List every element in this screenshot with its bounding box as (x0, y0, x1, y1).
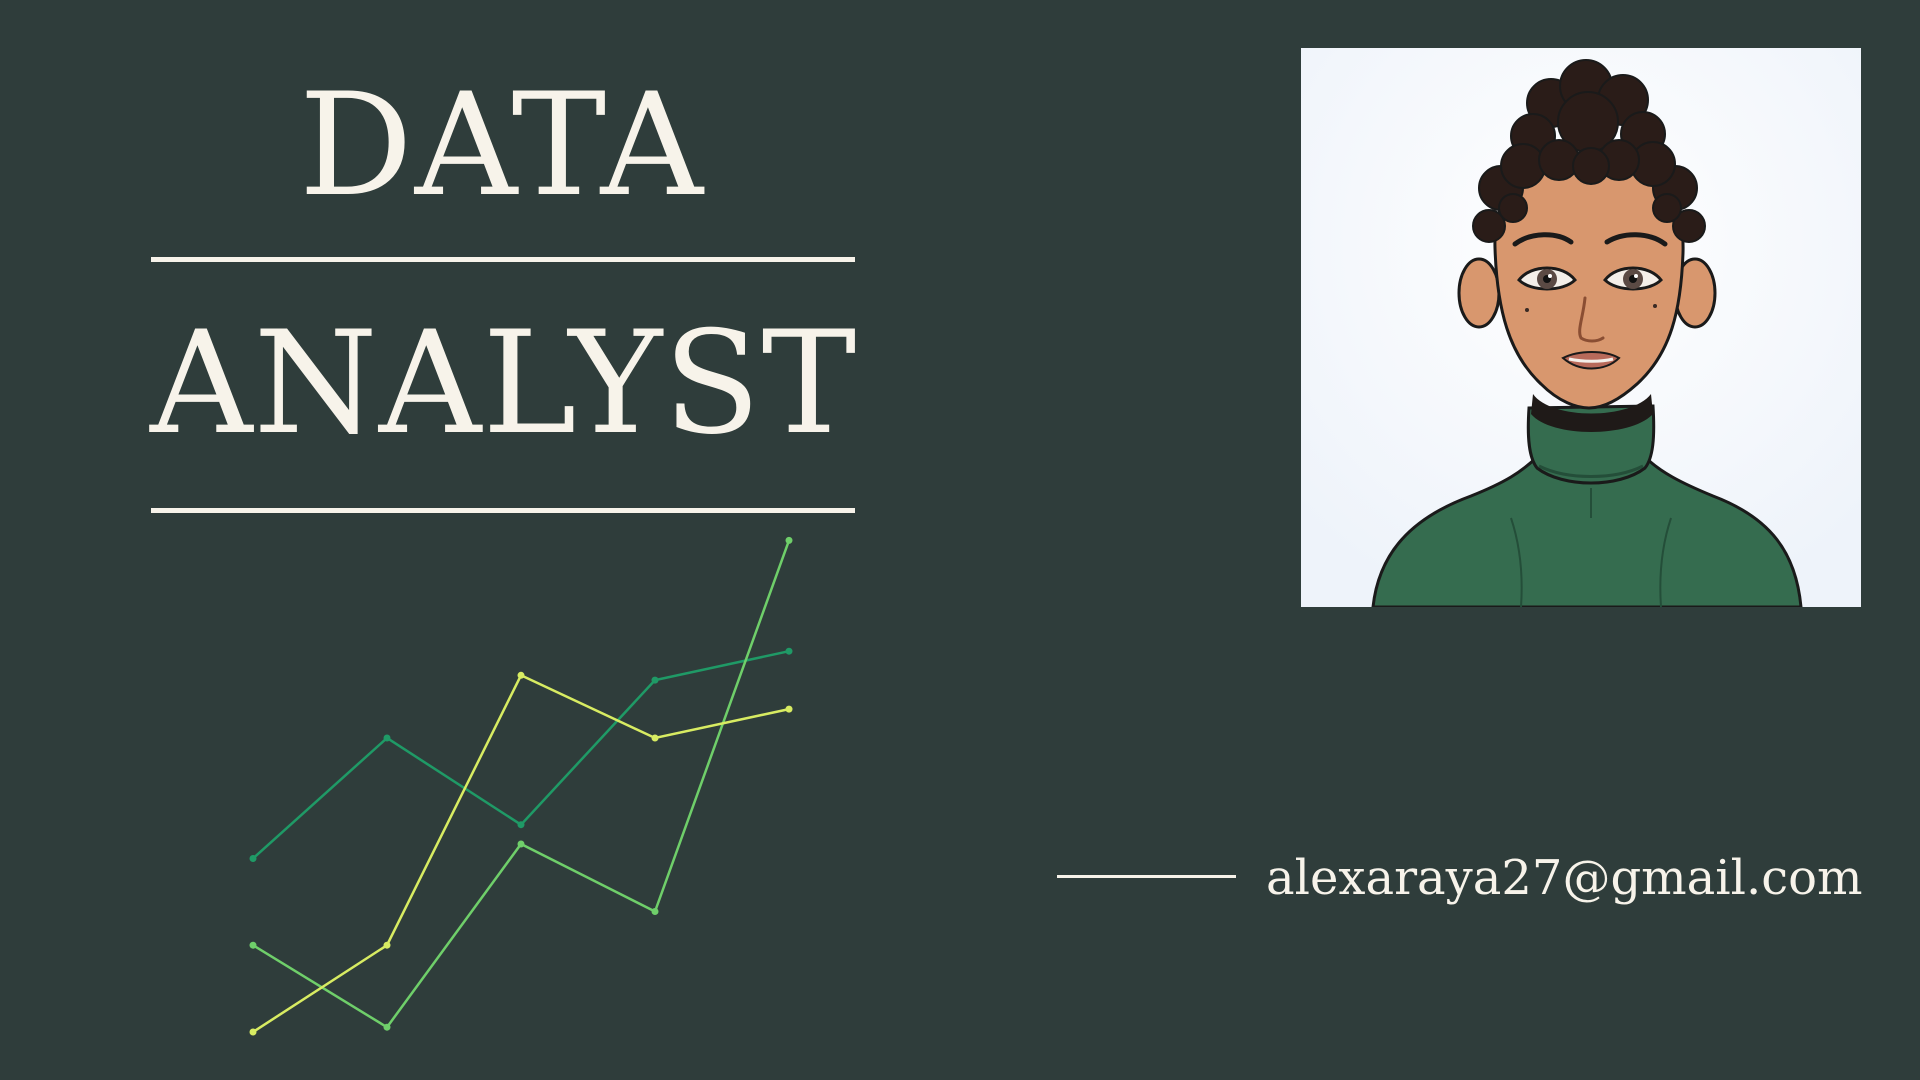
woman-avatar-icon (1301, 48, 1861, 607)
chart-series-group (249, 536, 793, 1036)
chart-point-s2-2 (383, 1023, 391, 1031)
chart-point-s2-4 (651, 908, 659, 915)
title-analyst: ANALYST (150, 301, 858, 466)
email-dash-line (1057, 875, 1236, 878)
chart-point-s1-3 (517, 821, 525, 829)
chart-point-s1-1 (249, 855, 257, 862)
chart-series-line-2 (252, 539, 791, 1029)
chart-point-s2-1 (249, 941, 257, 949)
chart-point-s2-3 (517, 840, 525, 848)
chart-point-s3-3 (517, 671, 525, 679)
chart-point-s3-1 (249, 1028, 257, 1036)
title-divider-bottom (151, 508, 855, 513)
chart-point-s3-2 (383, 941, 391, 949)
chart-point-s1-5 (785, 647, 793, 655)
portrait-avatar (1301, 48, 1861, 607)
title-data: DATA (298, 63, 706, 228)
chart-point-s1-2 (383, 734, 391, 742)
chart-series-line-3 (252, 673, 790, 1034)
chart-point-s2-5 (785, 536, 793, 544)
chart-point-s3-5 (785, 705, 793, 713)
chart-point-s3-4 (651, 734, 659, 742)
email-address[interactable]: alexaraya27@gmail.com (1266, 850, 1863, 906)
chart-point-s1-4 (651, 676, 659, 684)
title-divider-top (151, 257, 855, 262)
